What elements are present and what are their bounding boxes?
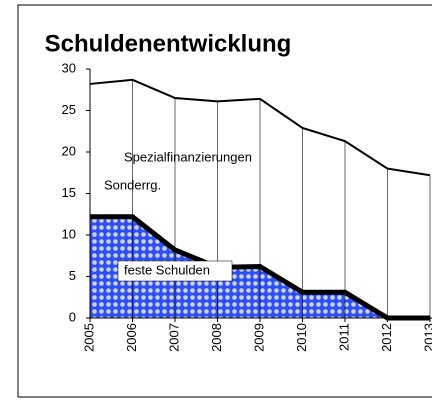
chart-frame <box>17 4 432 398</box>
annotation: Spezialfinanzierungen <box>124 149 252 164</box>
series-label: feste Schulden <box>124 262 210 277</box>
y-tick-label: 25 <box>62 102 76 117</box>
annotation: Sonderrg. <box>104 177 161 192</box>
x-tick-label: 2008 <box>209 323 224 352</box>
x-tick-label: 2010 <box>294 323 309 352</box>
y-tick-label: 15 <box>62 185 76 200</box>
x-tick-label: 2012 <box>379 323 394 352</box>
x-tick-label: 2007 <box>166 323 181 352</box>
chart-title: Schuldenentwicklung <box>45 30 292 57</box>
line <box>90 214 430 321</box>
y-tick-label: 10 <box>62 226 76 241</box>
x-tick-label: 2006 <box>124 323 139 352</box>
x-tick-label: 2013 <box>421 323 432 352</box>
y-tick-label: 30 <box>62 60 76 75</box>
y-tick-label: 0 <box>69 309 76 324</box>
x-tick-label: 2005 <box>81 323 96 352</box>
label-box <box>117 260 233 282</box>
x-tick-label: 2009 <box>251 323 266 352</box>
y-tick-label: 5 <box>69 268 76 283</box>
y-tick-label: 20 <box>62 143 76 158</box>
line <box>89 78 431 177</box>
x-tick-label: 2011 <box>336 323 351 351</box>
